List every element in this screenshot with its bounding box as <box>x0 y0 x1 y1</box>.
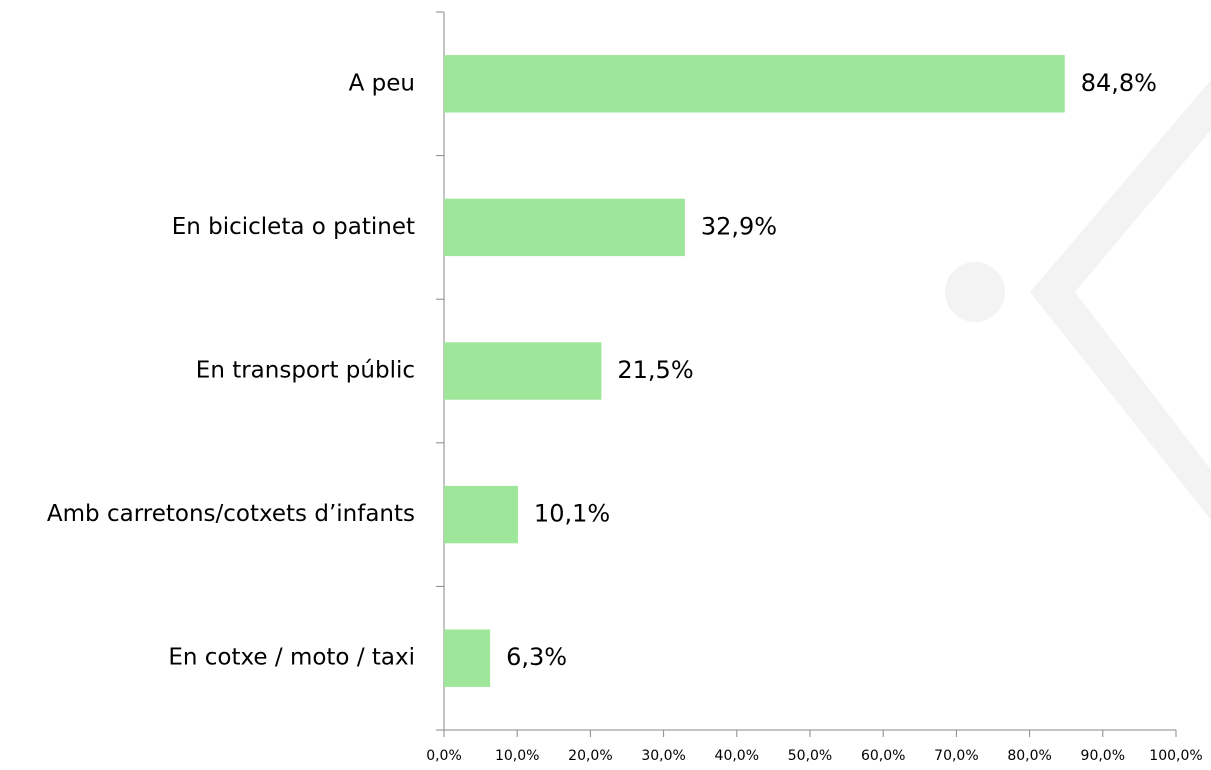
y-tick-label: Amb carretons/cotxets d’infants <box>47 501 415 527</box>
x-tick-label: 20,0% <box>568 748 612 764</box>
watermark <box>945 80 1211 520</box>
y-tick-label: A peu <box>349 70 415 96</box>
x-tick-label: 80,0% <box>1007 748 1051 764</box>
x-tick-label: 70,0% <box>934 748 978 764</box>
watermark-shape <box>1030 80 1211 520</box>
bar <box>444 55 1065 113</box>
bar <box>444 342 602 400</box>
value-label: 6,3% <box>506 643 567 671</box>
x-tick-label: 40,0% <box>715 748 759 764</box>
x-tick-label: 0,0% <box>426 748 462 764</box>
x-tick-label: 100,0% <box>1149 748 1202 764</box>
value-label: 21,5% <box>617 356 693 384</box>
value-label: 84,8% <box>1081 69 1157 97</box>
bar <box>444 198 685 257</box>
value-label: 10,1% <box>534 500 610 528</box>
y-tick-label: En transport públic <box>196 358 415 384</box>
y-tick-label: En cotxe / moto / taxi <box>168 645 415 671</box>
watermark-dot <box>945 262 1005 322</box>
bar <box>444 629 491 687</box>
x-tick-label: 50,0% <box>788 748 832 764</box>
x-tick-label: 10,0% <box>495 748 539 764</box>
bar <box>444 485 518 544</box>
x-tick-label: 30,0% <box>641 748 685 764</box>
value-label: 32,9% <box>701 212 777 240</box>
x-tick-label: 60,0% <box>861 748 905 764</box>
y-tick-label: En bicicleta o patinet <box>172 214 415 240</box>
x-tick-label: 90,0% <box>1081 748 1125 764</box>
